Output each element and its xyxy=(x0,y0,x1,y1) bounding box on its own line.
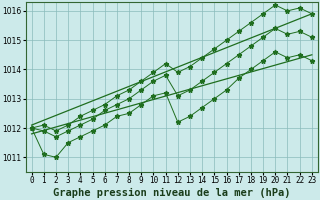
X-axis label: Graphe pression niveau de la mer (hPa): Graphe pression niveau de la mer (hPa) xyxy=(53,188,291,198)
